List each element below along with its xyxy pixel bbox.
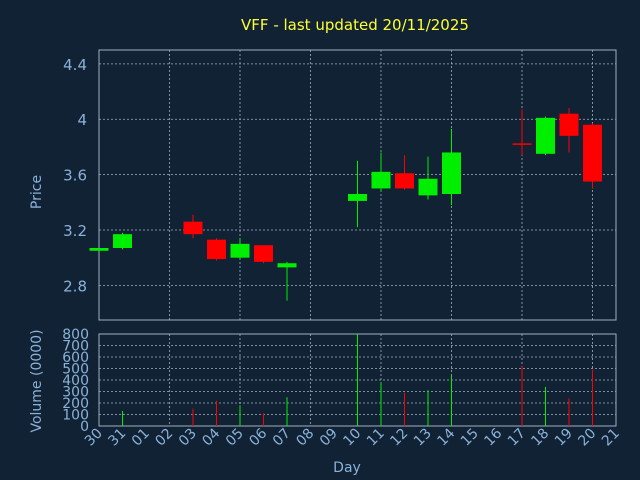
x-tick-label: 19 — [552, 426, 576, 450]
volume-tick-label: 700 — [62, 339, 89, 355]
x-tick-label: 07 — [270, 426, 294, 450]
x-axis-label: Day — [333, 460, 361, 476]
volume-tick-label: 100 — [62, 408, 89, 424]
x-tick-label: 31 — [105, 426, 129, 450]
price-frame — [98, 49, 617, 321]
x-tick-label: 11 — [364, 426, 388, 450]
price-tick-label: 4 — [77, 111, 87, 129]
x-tick-label: 20 — [575, 426, 599, 450]
volume-tick-label: 300 — [62, 385, 89, 401]
x-tick-label: 06 — [246, 425, 270, 449]
candle-body — [348, 194, 367, 201]
x-tick-label: 15 — [458, 426, 482, 450]
volume-axis-label: Volume (0000) — [29, 329, 45, 432]
x-tick-label: 08 — [293, 426, 317, 450]
price-tick-label: 3.2 — [63, 222, 87, 240]
price-panel: 2.8 3.2 3.6 4 4.4 — [63, 49, 617, 321]
volume-tick-label: 800 — [62, 327, 89, 343]
candle-body — [418, 178, 438, 196]
candle-body — [113, 234, 132, 248]
candle-body — [395, 173, 414, 189]
x-tick-label: 04 — [199, 425, 223, 449]
candle-body — [183, 221, 203, 235]
volume-tick-label: 400 — [62, 373, 89, 389]
x-tick-label: 05 — [223, 426, 247, 450]
volume-tick-label: 200 — [62, 396, 89, 412]
volume-tick-label: 0 — [80, 419, 89, 435]
x-axis-ticks: 30 31 01 02 03 04 05 06 07 08 09 10 11 12 13 14 15 16 17 18… — [82, 425, 623, 449]
volume-tick-label: 600 — [62, 350, 89, 366]
x-tick-label: 17 — [505, 426, 529, 450]
candle-body — [277, 263, 297, 268]
candle-body — [583, 124, 602, 182]
x-tick-label: 16 — [481, 425, 505, 449]
x-tick-label: 02 — [152, 426, 176, 450]
candle-body — [559, 113, 579, 136]
price-tick-label: 3.6 — [63, 167, 87, 185]
chart-title: VFF - last updated 20/11/2025 — [241, 16, 469, 34]
x-tick-label: 21 — [599, 426, 623, 450]
candle-body — [371, 171, 391, 189]
x-tick-label: 10 — [340, 426, 364, 450]
price-tick-label: 4.4 — [63, 56, 87, 74]
price-tick-label: 2.8 — [63, 277, 87, 295]
candle-body — [207, 239, 226, 260]
candle-body — [230, 243, 250, 258]
candle-body — [442, 152, 461, 194]
x-tick-label: 03 — [176, 426, 200, 450]
x-tick-label: 12 — [387, 426, 411, 450]
candle-body — [89, 248, 109, 251]
x-tick-label: 14 — [434, 425, 458, 449]
candle-body — [254, 245, 273, 262]
candle-body — [536, 117, 555, 154]
x-tick-label: 09 — [317, 426, 341, 450]
x-tick-label: 13 — [411, 426, 435, 450]
x-tick-label: 18 — [528, 426, 552, 450]
x-tick-label: 01 — [129, 426, 153, 450]
volume-tick-label: 500 — [62, 362, 89, 378]
y-axis-label: Price — [29, 175, 45, 209]
